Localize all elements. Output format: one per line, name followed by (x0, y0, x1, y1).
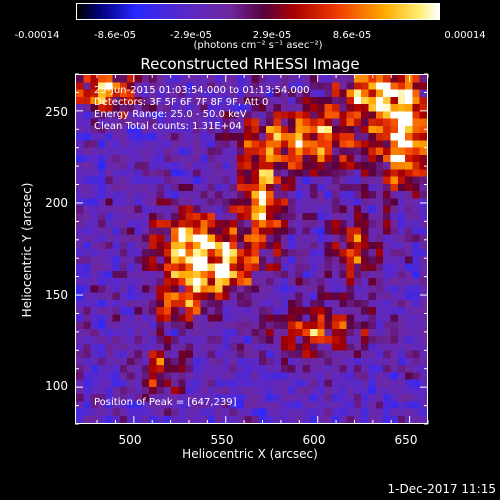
x-tick-label: 500 (118, 433, 142, 447)
info-line-time: 25-Jun-2015 01:03:54.000 to 01:13:54.000 (94, 85, 310, 96)
colorbar-tick: 0.00014 (444, 30, 486, 41)
colorbar-tick: 8.6e-05 (332, 30, 372, 41)
peak-position-label: Position of Peak = [647,239] (94, 397, 237, 408)
plot-area: 25-Jun-2015 01:03:54.000 to 01:13:54.000… (75, 74, 428, 424)
y-tick-label: 100 (45, 379, 68, 393)
info-line-counts: Clean Total counts: 1.31E+04 (94, 121, 242, 132)
colorbar (76, 3, 440, 20)
y-tick-label: 200 (45, 196, 68, 210)
y-tick-label: 250 (45, 105, 68, 119)
y-axis-label: Heliocentric Y (arcsec) (20, 182, 34, 318)
colorbar-tick: -8.6e-05 (94, 30, 136, 41)
heatmap-image (76, 75, 427, 423)
colorbar-tick: 2.9e-05 (252, 30, 292, 41)
chart-title: Reconstructed RHESSI Image (140, 55, 360, 73)
x-axis-label: Heliocentric X (arcsec) (182, 447, 318, 461)
y-tick-label: 150 (45, 288, 68, 302)
x-tick-label: 550 (210, 433, 234, 447)
colorbar-tick: -0.00014 (14, 30, 60, 41)
x-tick-label: 600 (302, 433, 326, 447)
info-line-detectors: Detectors: 3F 5F 6F 7F 8F 9F, Att 0 (94, 97, 269, 108)
colorbar-units: (photons cm⁻² s⁻¹ asec⁻²) (193, 40, 323, 51)
timestamp: 1-Dec-2017 11:15 (387, 482, 496, 496)
info-line-energy: Energy Range: 25.0 - 50.0 keV (94, 109, 247, 120)
x-tick-label: 650 (394, 433, 418, 447)
colorbar-tick: -2.9e-05 (170, 30, 212, 41)
